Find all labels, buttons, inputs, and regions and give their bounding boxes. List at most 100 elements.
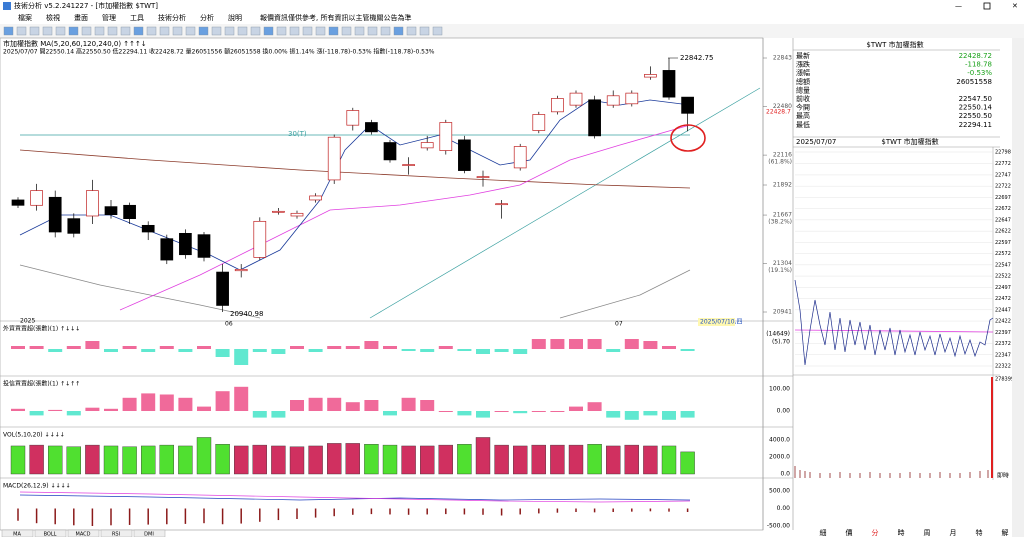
candle-body [272,210,285,213]
indicator-bar [327,397,342,411]
indicator-bar [289,446,305,475]
toolbar-button[interactable] [211,26,222,36]
tab-label[interactable]: MACD [76,532,91,537]
intraday-tick-label: 22722 [995,184,1011,190]
maximize-button[interactable] [983,2,991,10]
toolbar-button[interactable] [237,26,248,36]
toolbar-button[interactable] [276,26,287,36]
tab[interactable] [67,529,100,537]
toolbar-button[interactable] [146,26,157,36]
candle-body [327,136,341,181]
menu-item[interactable]: 畫面 [74,13,88,22]
toolbar-button[interactable] [107,26,118,36]
toolbar-button[interactable] [367,26,378,36]
toolbar-button[interactable] [432,26,443,36]
toolbar-button[interactable] [55,26,66,36]
tab[interactable] [1,529,34,537]
side-tab[interactable]: 月 [950,529,957,537]
candle-body [160,238,174,261]
tab-label[interactable]: DMI [144,532,154,537]
toolbar-button[interactable] [81,26,92,36]
indicator-bar [550,339,565,349]
menu-item[interactable]: 工具 [130,14,144,22]
indicator-bar [575,508,577,512]
menu-item[interactable]: 說明 [228,13,242,22]
toolbar-button[interactable] [172,26,183,36]
tab[interactable] [34,529,67,537]
indicator-bar [308,349,323,352]
ma-240 [19,264,261,319]
signal-line [19,491,691,503]
indicator-bar [271,411,286,418]
toolbar-button[interactable] [68,26,79,36]
indicator-bar [445,508,447,515]
toolbar-button[interactable] [185,26,196,36]
toolbar-button[interactable] [289,26,300,36]
quote-label: 總量 [796,85,810,94]
quote-value: 22550.50 [959,112,992,120]
indicator-bar [290,346,304,349]
candle-body [86,190,99,217]
side-tab[interactable]: 特 [976,528,983,537]
close-button[interactable]: ✕ [1012,2,1018,10]
toolbar-button[interactable] [263,26,274,36]
app-icon [3,2,11,10]
intraday-tick-label: 22547 [995,262,1011,268]
toolbar-button[interactable] [224,26,235,36]
intraday-tick-label: 22472 [995,296,1011,302]
macd-line [19,494,691,501]
toolbar-button[interactable] [250,26,261,36]
menu-item[interactable]: 檢視 [46,13,60,22]
indicator-bar [668,508,670,512]
toolbar-button[interactable] [42,26,53,36]
toolbar-button[interactable] [302,26,313,36]
tab-label[interactable]: RSI [112,532,120,537]
toolbar-button[interactable] [29,26,40,36]
toolbar-button[interactable] [159,26,170,36]
candle-body [383,142,397,161]
menu-item[interactable]: 技術分析 [158,13,186,22]
toolbar-button[interactable] [380,26,391,36]
panel-title: VOL(5,10,20) ↓↓↓↓ [3,432,65,439]
toolbar-button[interactable] [198,26,209,36]
minimize-button[interactable]: — [955,2,962,10]
menu-item[interactable]: 分析 [200,13,214,22]
indicator-bar [364,400,379,411]
toolbar-button[interactable] [406,26,417,36]
side-tab[interactable]: 分 [872,528,879,537]
intraday-tick-label: 22322 [995,364,1011,370]
indicator-bar [197,346,211,349]
menu-item[interactable]: 管理 [102,13,116,22]
indicator-bar [104,408,118,411]
toolbar-button[interactable] [3,26,14,36]
toolbar-button[interactable] [419,26,430,36]
side-tab[interactable]: 周 [924,529,931,537]
toolbar-button[interactable] [328,26,339,36]
quote-label: 今開 [796,103,810,112]
toolbar-button[interactable] [341,26,352,36]
side-tab[interactable]: 時 [898,529,905,537]
tab-label[interactable]: BOLL [44,532,57,537]
toolbar-button[interactable] [354,26,365,36]
quote-value: 22428.72 [959,52,992,60]
toolbar-button[interactable] [315,26,326,36]
side-tab[interactable]: 解 [1002,528,1009,537]
side-tab[interactable]: 細 [820,528,827,537]
intraday-tick-label: 22647 [995,217,1011,223]
toolbar-button[interactable] [393,26,404,36]
tab[interactable] [100,529,133,537]
candle-body [234,269,248,272]
tab-label[interactable]: MA [13,532,21,537]
side-tab[interactable]: 價 [846,528,853,537]
scrollbar[interactable] [1012,38,1024,537]
indicator-bar [159,346,174,349]
toolbar-button[interactable] [94,26,105,36]
toolbar-button[interactable] [133,26,144,36]
ma-20 [119,124,691,311]
toolbar-button[interactable] [120,26,131,36]
toolbar-button[interactable] [16,26,27,36]
candle-body [532,114,546,131]
tab[interactable] [133,529,166,537]
menu-item[interactable]: 檔案 [18,13,32,22]
indicator-bar [308,445,323,475]
